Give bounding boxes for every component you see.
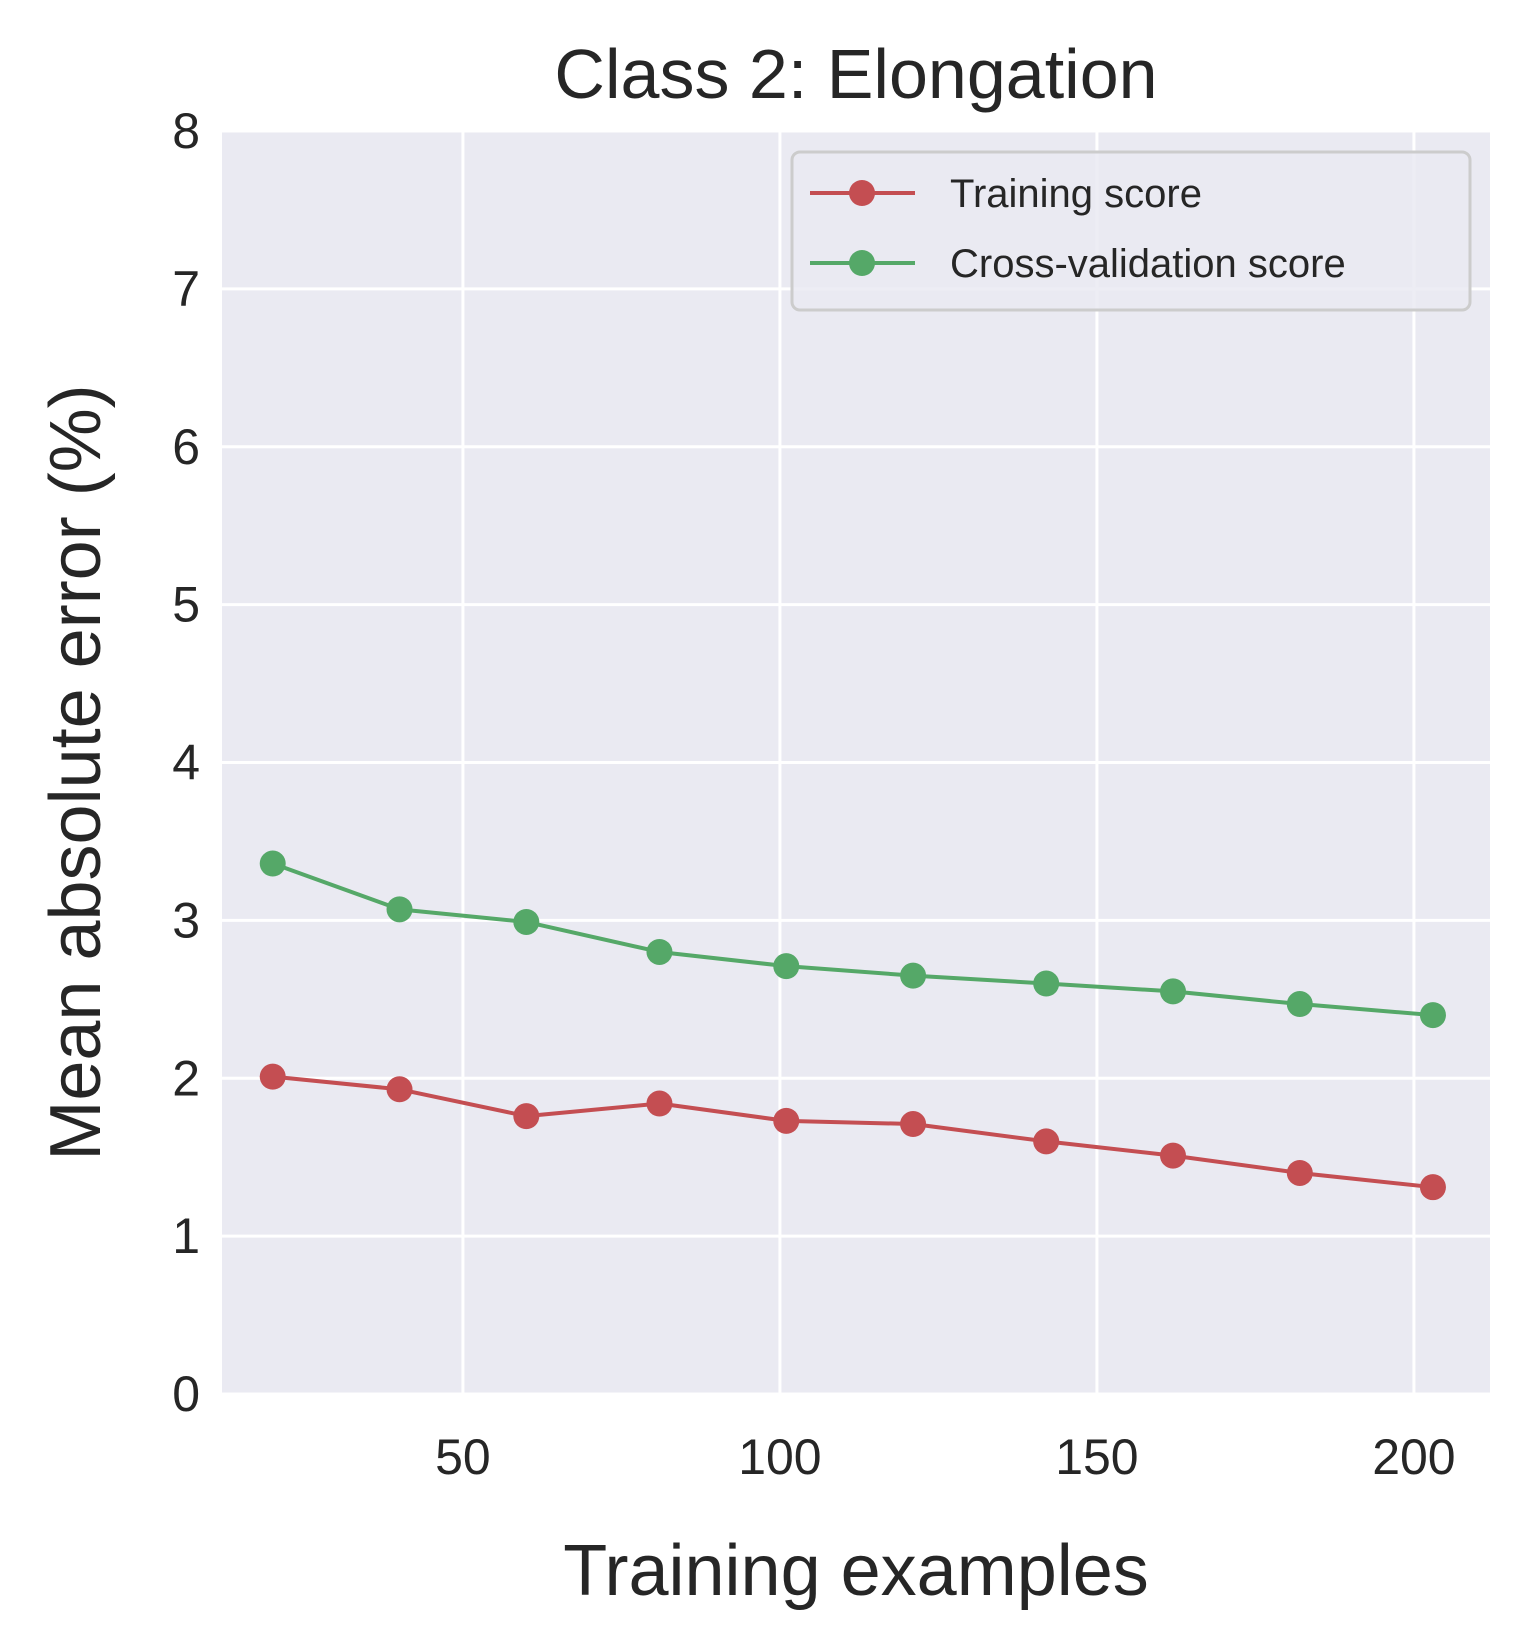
data-point-training-score-101 (773, 1107, 800, 1134)
series-line-training-score (272, 1074, 1434, 1190)
x-tick-label-50: 50 (435, 1429, 491, 1485)
legend-label-training-score: Training score (950, 172, 1202, 216)
y-tick-label-3: 3 (172, 892, 200, 948)
data-point-training-score-142 (1033, 1128, 1060, 1155)
series-training-score (259, 1063, 1446, 1201)
y-tick-label-2: 2 (172, 1050, 200, 1106)
x-tick-label-150: 150 (1055, 1429, 1138, 1485)
data-point-cross-validation-score-162 (1160, 978, 1186, 1005)
data-point-cross-validation-score-142 (1033, 970, 1060, 997)
data-point-cross-validation-score-121 (900, 962, 927, 989)
data-point-training-score-20 (259, 1063, 286, 1090)
data-point-cross-validation-score-60 (513, 908, 540, 935)
legend-label-cross-validation-score: Cross-validation score (950, 242, 1346, 286)
data-point-cross-validation-score-20 (259, 850, 286, 877)
data-point-training-score-81 (646, 1090, 673, 1117)
y-tick-label-5: 5 (172, 577, 200, 633)
data-point-training-score-162 (1160, 1142, 1186, 1169)
y-tick-label-4: 4 (172, 735, 200, 791)
y-axis-label: Mean absolute error (%) (36, 384, 116, 1160)
series-cross-validation-score (259, 850, 1446, 1029)
data-point-cross-validation-score-40 (386, 896, 413, 923)
legend-item-training-score: Training score (810, 172, 1202, 216)
chart-title: Class 2: Elongation (554, 35, 1157, 113)
data-point-cross-validation-score-203 (1419, 1002, 1446, 1029)
legend: Training score Cross-validation score (790, 150, 1472, 312)
x-tick-label-100: 100 (738, 1429, 821, 1485)
data-point-training-score-121 (900, 1111, 927, 1138)
x-tick-label-200: 200 (1372, 1429, 1455, 1485)
y-tick-label-6: 6 (172, 419, 200, 475)
x-tick-labels: 50 100 150 200 (435, 1429, 1456, 1485)
grid (222, 129, 1490, 1396)
y-tick-labels: 0 1 2 3 4 5 6 7 8 (172, 103, 200, 1422)
data-point-training-score-182 (1286, 1159, 1313, 1186)
legend-box (790, 150, 1472, 312)
series-layer (259, 850, 1446, 1201)
y-tick-label-7: 7 (172, 261, 200, 317)
y-tick-label-8: 8 (172, 103, 200, 159)
y-tick-label-1: 1 (172, 1208, 200, 1264)
data-point-training-score-40 (386, 1076, 413, 1103)
legend-item-cross-validation-score: Cross-validation score (810, 242, 1346, 286)
legend-marker-training-score (849, 180, 875, 206)
data-point-cross-validation-score-101 (773, 953, 800, 980)
x-axis-label: Training examples (563, 1531, 1149, 1611)
legend-marker-cross-validation-score (849, 250, 875, 276)
series-line-cross-validation-score (272, 861, 1434, 1018)
data-point-cross-validation-score-182 (1286, 991, 1313, 1018)
data-point-training-score-203 (1419, 1174, 1446, 1201)
data-point-training-score-60 (513, 1103, 540, 1130)
data-point-cross-validation-score-81 (646, 938, 673, 965)
y-tick-label-0: 0 (172, 1366, 200, 1422)
